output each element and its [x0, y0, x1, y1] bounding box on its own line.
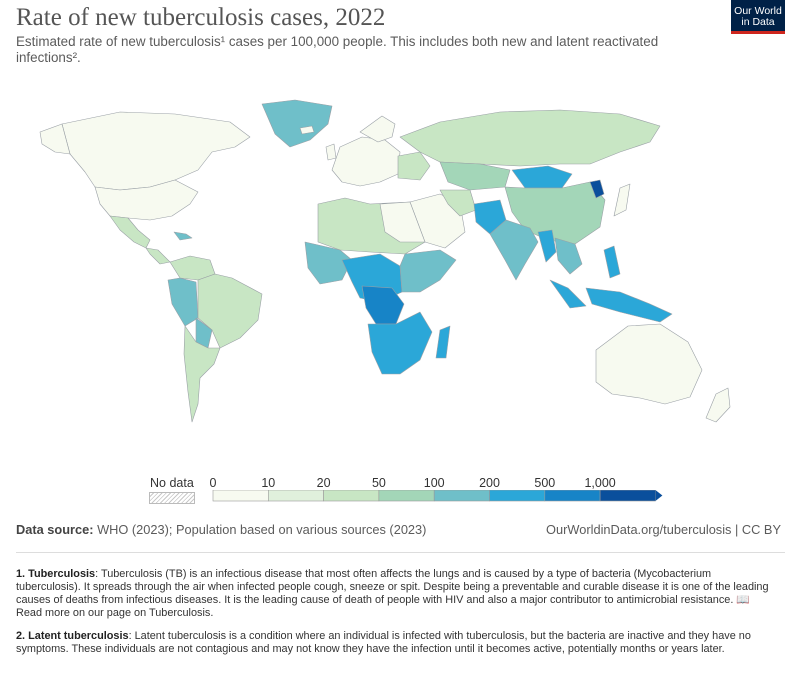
- region-madagascar: [435, 325, 451, 359]
- legend-swatch[interactable]: [378, 490, 435, 502]
- region-mongolia: [511, 165, 573, 189]
- region-brazil: [197, 273, 263, 349]
- legend-tick-label: 1,000: [584, 476, 616, 490]
- region-southeast-asia: [554, 237, 583, 275]
- footnote-2-text: : Latent tuberculosis is a condition whe…: [16, 630, 751, 655]
- legend-bar: [212, 490, 663, 502]
- region-philippines: [603, 245, 621, 279]
- region-kazakhstan: [439, 161, 511, 191]
- world-map: [39, 99, 731, 423]
- region-southern-africa: [367, 311, 433, 375]
- legend-swatch[interactable]: [267, 490, 324, 502]
- region-north-korea: [589, 179, 605, 199]
- region-indonesia-west: [549, 279, 587, 309]
- legend-swatch[interactable]: [599, 490, 656, 502]
- region-usa: [94, 179, 199, 221]
- region-mexico: [109, 215, 151, 249]
- legend-no-data-label: No data: [150, 476, 194, 490]
- region-russia: [399, 109, 661, 167]
- data-source-text: WHO (2023); Population based on various …: [93, 522, 427, 537]
- footnote-1-text: : Tuberculosis (TB) is an infectious dis…: [16, 568, 769, 619]
- footer-divider: [16, 552, 785, 553]
- legend-tick-label: 100: [423, 476, 445, 490]
- legend-swatch[interactable]: [489, 490, 546, 502]
- legend-swatch[interactable]: [212, 490, 269, 502]
- credit-link[interactable]: OurWorldinData.org/tuberculosis | CC BY: [546, 522, 781, 537]
- region-myanmar: [537, 229, 557, 263]
- legend-swatch[interactable]: [323, 490, 380, 502]
- region-central-america: [145, 247, 171, 265]
- footnote-1-label: 1. Tuberculosis: [16, 568, 96, 580]
- region-greenland: [261, 99, 333, 148]
- region-indonesia-east: [585, 287, 673, 323]
- legend-tick-label: 500: [534, 476, 556, 490]
- footnote-1: 1. Tuberculosis: Tuberculosis (TB) is an…: [16, 568, 778, 620]
- data-source-label: Data source:: [16, 522, 94, 537]
- region-japan: [613, 183, 631, 217]
- legend-arrow-icon: [655, 490, 663, 501]
- legend-swatch[interactable]: [544, 490, 601, 502]
- region-scandinavia: [359, 115, 396, 143]
- region-new-zealand: [705, 387, 731, 423]
- region-europe: [331, 136, 401, 187]
- logo-line2: in Data: [741, 16, 775, 28]
- region-egypt-libya: [379, 201, 426, 243]
- chart-title: Rate of new tuberculosis cases, 2022: [16, 4, 386, 31]
- legend-tick-label: 50: [371, 476, 386, 490]
- footnote-2-label: 2. Latent tuberculosis: [16, 630, 129, 642]
- legend-swatch[interactable]: [433, 490, 490, 502]
- region-horn-of-africa: [399, 249, 457, 293]
- region-canada: [61, 111, 251, 191]
- region-eastern-europe: [397, 151, 431, 181]
- data-source: Data source: WHO (2023); Population base…: [16, 522, 426, 537]
- region-caribbean: [173, 231, 193, 241]
- legend-tick-label: 200: [479, 476, 500, 490]
- legend-no-data-swatch[interactable]: [149, 492, 195, 504]
- footnote-2: 2. Latent tuberculosis: Latent tuberculo…: [16, 630, 778, 656]
- chart-subtitle: Estimated rate of new tuberculosis¹ case…: [16, 34, 659, 65]
- legend-tick-label: 10: [261, 476, 276, 490]
- logo-line1: Our World: [734, 5, 782, 17]
- region-southern-cone: [183, 325, 221, 423]
- region-iran: [439, 189, 477, 217]
- region-uk: [325, 143, 337, 161]
- region-peru: [167, 277, 199, 327]
- owid-logo[interactable]: Our World in Data: [731, 0, 785, 34]
- legend-tick-label: 20: [316, 476, 331, 490]
- region-australia: [595, 323, 703, 405]
- region-west-africa: [304, 241, 353, 285]
- legend-tick-label: 0: [209, 476, 217, 490]
- region-alaska: [39, 123, 71, 155]
- region-india: [489, 219, 539, 281]
- region-iceland: [299, 125, 315, 135]
